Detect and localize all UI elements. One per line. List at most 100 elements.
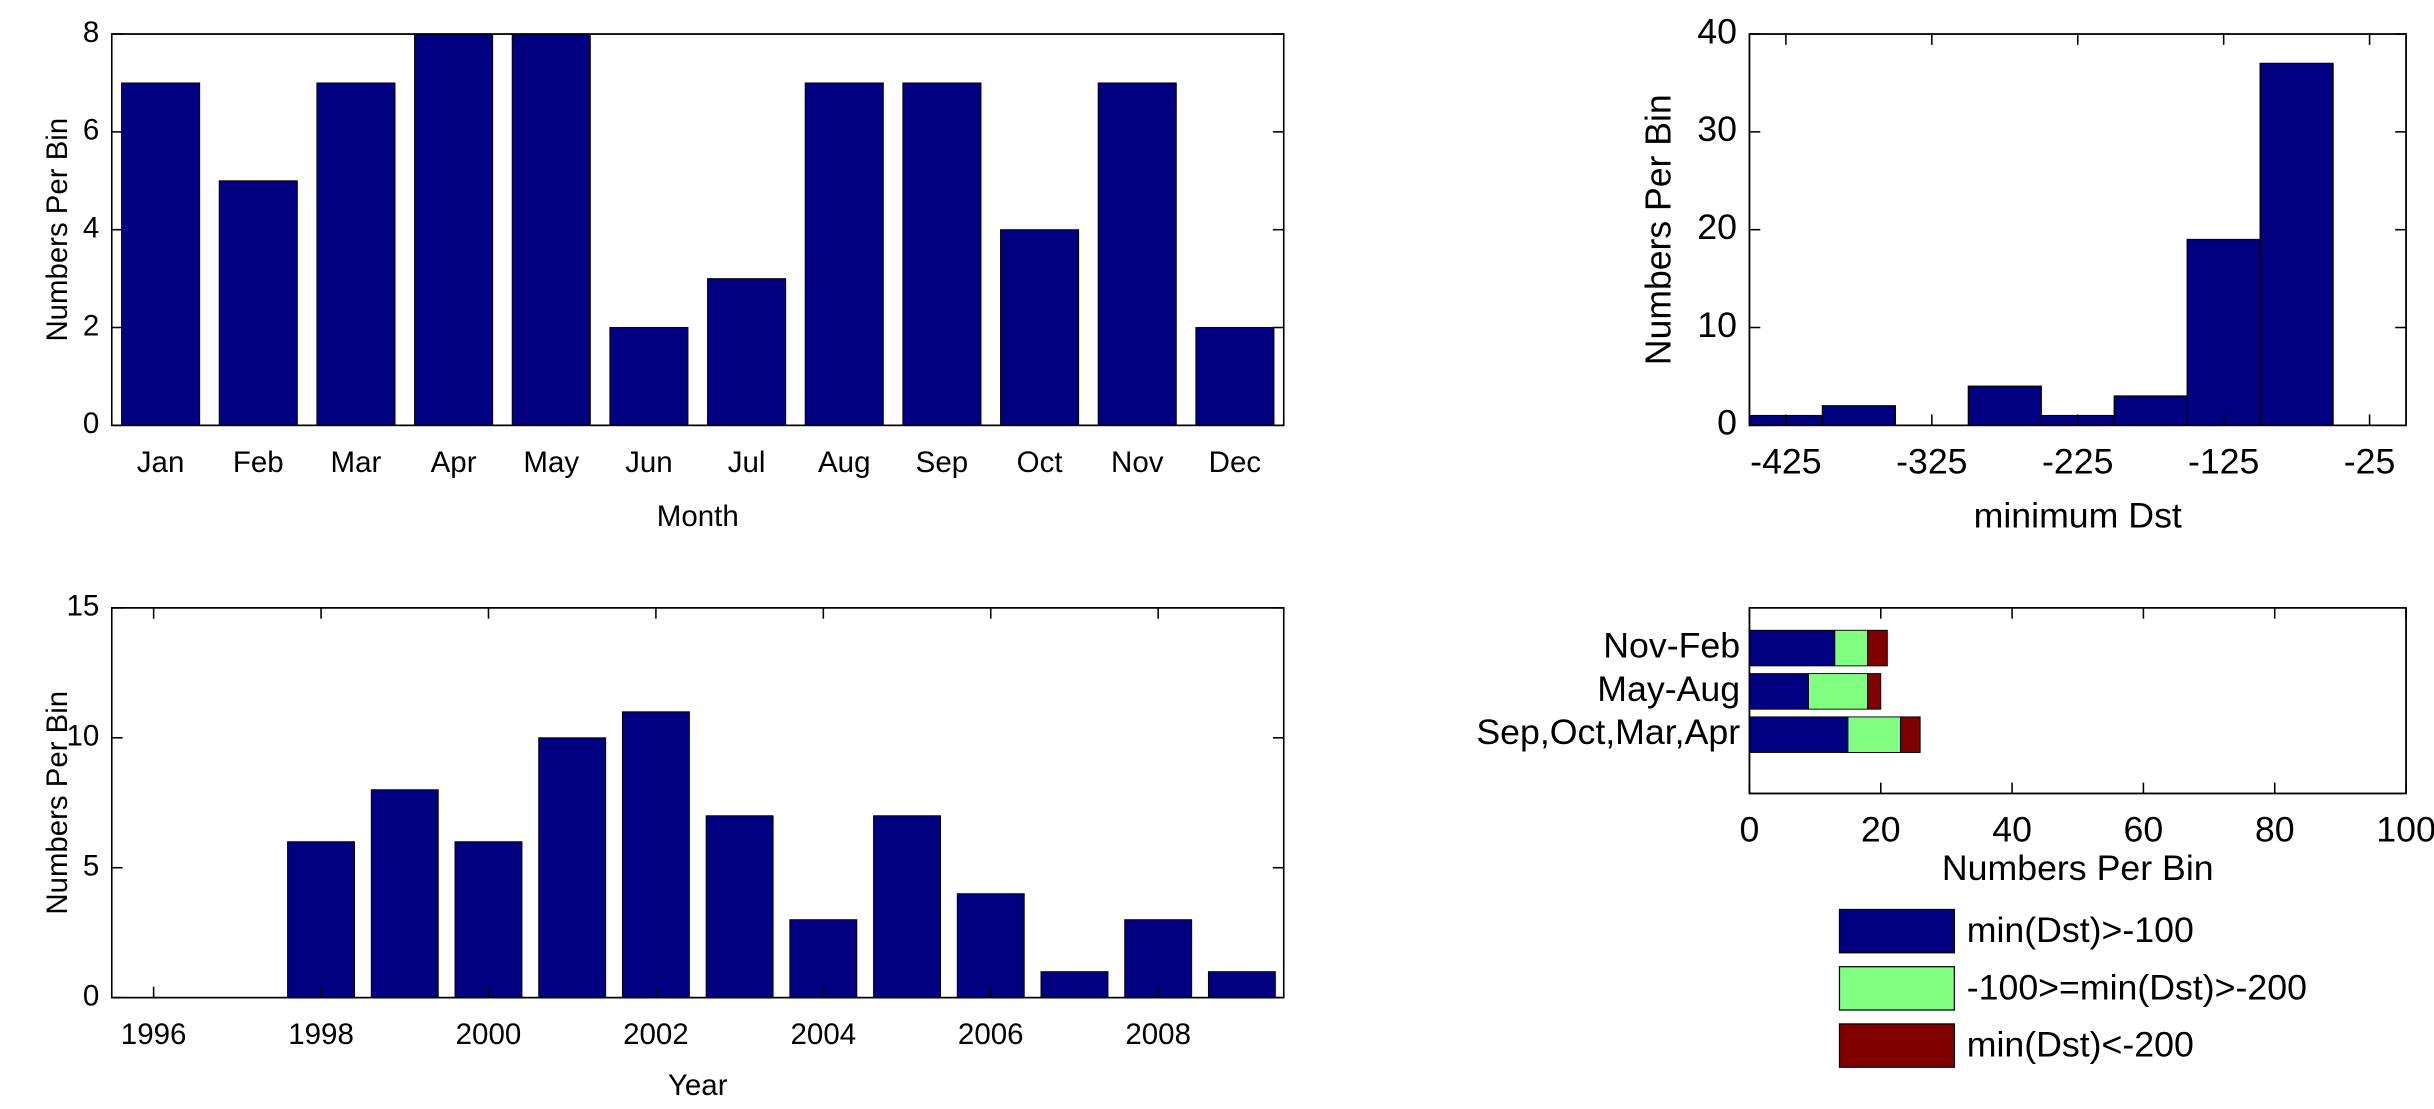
x-tick-label: 40 xyxy=(1992,810,2032,850)
x-tick-label: -225 xyxy=(2042,441,2113,481)
x-tick-label: 0 xyxy=(1740,810,1760,850)
plot-frame xyxy=(1748,33,2407,427)
bar-segment xyxy=(1748,629,1836,667)
bar xyxy=(873,815,941,999)
y-tick-label: 8 xyxy=(83,16,99,49)
bar xyxy=(1207,971,1276,999)
bar xyxy=(287,841,355,999)
x-tick-label: Feb xyxy=(233,446,284,479)
x-tick-label: Jun xyxy=(625,446,673,479)
x-axis-label: Month xyxy=(657,500,739,533)
x-tick-label: Jul xyxy=(728,446,766,479)
bar xyxy=(1000,229,1080,426)
y-tick-label: 10 xyxy=(1697,305,1737,345)
x-tick-label: 80 xyxy=(2255,810,2295,850)
y-tick-label: 0 xyxy=(83,979,99,1012)
x-tick-label: Sep xyxy=(916,446,968,479)
x-tick-label: 20 xyxy=(1861,810,1901,850)
y-tick-label: 0 xyxy=(83,407,99,440)
y-tick-label: 0 xyxy=(1717,403,1737,443)
x-tick-label: 1998 xyxy=(288,1018,354,1051)
y-tick-label: May-Aug xyxy=(1597,669,1740,709)
plot-frame xyxy=(1748,607,2407,795)
bar-segment xyxy=(1748,673,1809,710)
bar xyxy=(902,82,982,426)
bar xyxy=(316,82,396,426)
bar xyxy=(705,815,774,999)
bar xyxy=(538,737,607,999)
bar-segment xyxy=(1899,716,1921,753)
y-tick-label: 15 xyxy=(67,590,100,623)
bar xyxy=(609,327,689,426)
histogram-bar xyxy=(1821,405,1896,426)
y-tick-label: 30 xyxy=(1697,109,1737,149)
bar xyxy=(956,893,1025,999)
histogram-bar xyxy=(2186,238,2261,426)
x-tick-label: Mar xyxy=(331,446,382,479)
legend-swatch xyxy=(1838,1023,1955,1068)
bar xyxy=(1124,919,1193,999)
y-tick-label: 40 xyxy=(1697,11,1737,51)
bar-segment xyxy=(1847,716,1901,753)
x-tick-label: 2004 xyxy=(791,1018,857,1051)
plot-area xyxy=(110,33,1285,427)
x-axis-label: Year xyxy=(668,1069,728,1102)
y-tick-label: 5 xyxy=(83,850,99,883)
x-tick-label: -425 xyxy=(1750,441,1821,481)
x-tick-label: Aug xyxy=(818,446,870,479)
x-tick-label: -25 xyxy=(2344,441,2396,481)
x-tick-label: 60 xyxy=(2124,810,2164,850)
bar xyxy=(707,278,787,426)
bar xyxy=(1195,327,1275,426)
bar xyxy=(511,33,591,426)
y-tick-label: Sep,Oct,Mar,Apr xyxy=(1476,712,1740,752)
x-axis-label: Numbers Per Bin xyxy=(1942,848,2214,888)
x-tick-label: -125 xyxy=(2188,441,2259,481)
y-tick-label: Nov-Feb xyxy=(1603,626,1740,666)
y-tick-label: 6 xyxy=(83,114,99,147)
histogram-bar xyxy=(2113,395,2188,426)
bar-segment xyxy=(1834,629,1869,667)
x-axis-label: minimum Dst xyxy=(1974,496,2182,536)
bar-segment xyxy=(1808,673,1869,710)
y-tick-label: 20 xyxy=(1697,207,1737,247)
bar-segment xyxy=(1867,629,1888,667)
legend-label: min(Dst)<-200 xyxy=(1967,1025,2194,1065)
x-tick-label: 2002 xyxy=(623,1018,689,1051)
x-tick-label: 2008 xyxy=(1125,1018,1191,1051)
x-tick-label: Apr xyxy=(431,446,477,479)
x-tick-label: 2000 xyxy=(456,1018,522,1051)
legend-swatch xyxy=(1838,966,1955,1011)
plot-frame xyxy=(110,607,1285,999)
bar xyxy=(804,82,884,426)
bar-segment xyxy=(1867,673,1882,710)
y-tick-label: 10 xyxy=(67,720,100,753)
legend-label: min(Dst)>-100 xyxy=(1967,910,2194,950)
y-tick-label: 2 xyxy=(83,309,99,342)
bar xyxy=(454,841,523,999)
bar xyxy=(621,711,690,999)
y-axis-label: Numbers Per Bin xyxy=(41,118,74,342)
x-tick-label: -325 xyxy=(1896,441,1967,481)
plot-frame xyxy=(110,33,1285,427)
x-tick-label: 2006 xyxy=(958,1018,1024,1051)
legend-label: -100>=min(Dst)>-200 xyxy=(1967,967,2307,1007)
x-tick-label: Oct xyxy=(1017,446,1063,479)
x-tick-label: 1996 xyxy=(121,1018,187,1051)
bar xyxy=(1097,82,1177,426)
bar xyxy=(370,789,439,999)
y-tick-label: 4 xyxy=(83,212,99,245)
bar xyxy=(218,180,298,426)
x-tick-label: May xyxy=(523,446,579,479)
bar xyxy=(121,82,201,426)
x-tick-label: Dec xyxy=(1209,446,1261,479)
bar xyxy=(1040,971,1109,999)
histogram-bar xyxy=(1967,385,2042,426)
bar-segment xyxy=(1748,716,1849,753)
x-tick-label: Nov xyxy=(1111,446,1164,479)
legend-swatch xyxy=(1838,908,1955,954)
y-axis-label: Numbers Per Bin xyxy=(41,691,74,915)
bar xyxy=(414,33,494,426)
